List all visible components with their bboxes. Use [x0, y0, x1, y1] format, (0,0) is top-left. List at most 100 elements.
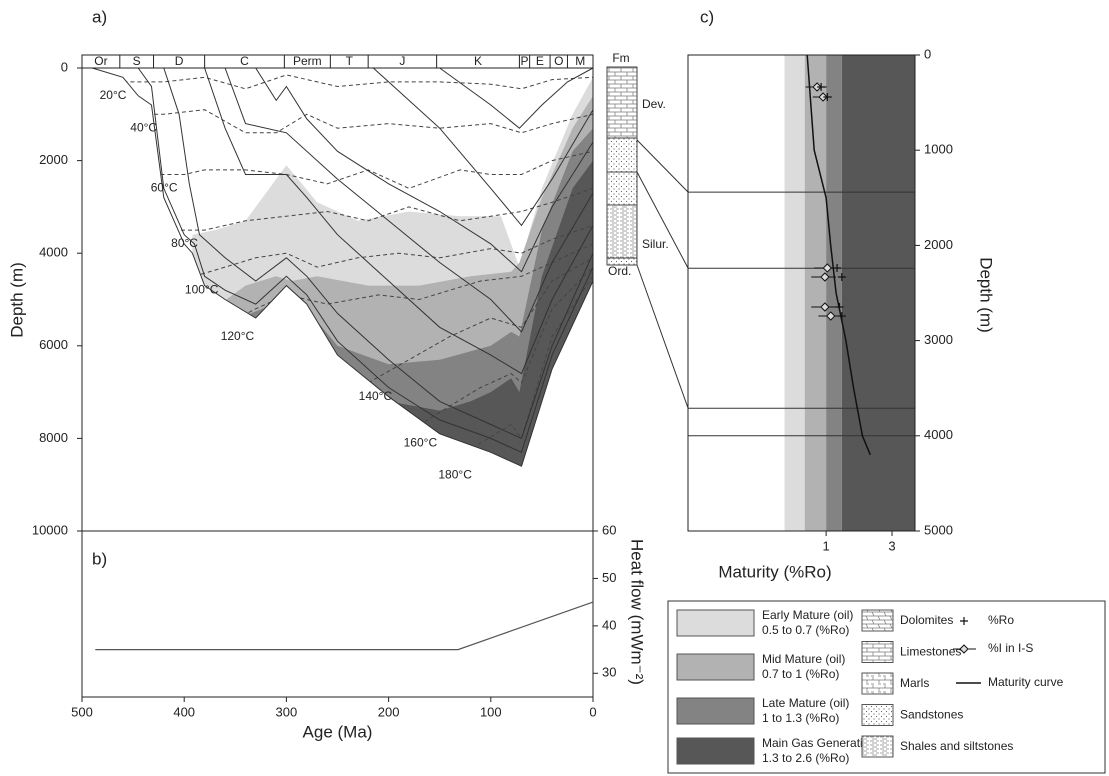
y-tick-label: 4000 — [39, 245, 68, 260]
isotherm-label: 60°C — [151, 181, 178, 195]
column-unit: Silur. — [642, 237, 669, 251]
legend-label: %I in I-S — [988, 641, 1033, 655]
strat-column: Fm Dev. Silur. Ord. — [606, 51, 689, 409]
x-tick-label: 1 — [823, 538, 830, 553]
illite-marker — [820, 272, 830, 282]
legend-lithology: Limestones — [900, 645, 961, 659]
maturity-band — [841, 55, 915, 531]
y-tick-label: 8000 — [39, 430, 68, 445]
frame — [687, 54, 916, 532]
panel-label: a) — [92, 7, 107, 26]
x-tick-label: 0 — [589, 704, 596, 719]
horizon — [224, 67, 594, 333]
y-tick-label: 50 — [602, 570, 616, 585]
legend-zone-title: Mid Mature (oil) — [762, 652, 845, 666]
legend-swatch — [676, 697, 755, 725]
column-shale — [606, 204, 638, 259]
x-axis-title: Age (Ma) — [303, 722, 373, 741]
horizon — [163, 67, 594, 440]
legend-lithology-swatch — [861, 609, 894, 632]
y-tick-label: 40 — [602, 617, 616, 632]
period-label: P — [521, 54, 529, 68]
isotherm — [194, 224, 593, 277]
y-tick-label: 6000 — [39, 337, 68, 352]
ro-marker — [837, 312, 846, 321]
connector — [636, 171, 689, 269]
y-tick-label: 10000 — [32, 522, 68, 537]
x-tick-label: 300 — [276, 704, 298, 719]
y-tick-label: 60 — [602, 522, 616, 537]
period-label: M — [575, 54, 585, 68]
legend-lithology: Dolomites — [900, 613, 953, 627]
horizon — [137, 67, 594, 453]
x-tick-label: 100 — [480, 704, 502, 719]
y-axis-title: Depth (m) — [7, 262, 26, 338]
y-tick-label: 5000 — [924, 522, 953, 537]
ro-marker — [837, 273, 846, 282]
legend-lithology-swatch — [861, 672, 894, 695]
period-label: K — [474, 54, 482, 68]
maturity-curve — [806, 54, 871, 456]
legend-ro-marker — [960, 617, 968, 625]
panel-label: b) — [92, 549, 107, 568]
ro-marker — [833, 263, 842, 272]
horizon — [204, 67, 594, 375]
y-tick-label: 0 — [924, 46, 931, 61]
legend-zone-range: 0.5 to 0.7 (%Ro) — [762, 623, 849, 637]
period-label: Perm — [293, 54, 322, 68]
isotherm-label: 100°C — [185, 283, 219, 297]
connector — [636, 139, 689, 193]
illite-marker — [818, 92, 828, 102]
legend-zone-title: Late Mature (oil) — [762, 696, 849, 710]
y-tick-label: 3000 — [924, 332, 953, 347]
ro-marker — [835, 302, 844, 311]
legend-lithology: Sandstones — [900, 708, 963, 722]
isotherm — [174, 187, 593, 231]
period-label: S — [133, 54, 141, 68]
legend-swatch — [676, 653, 755, 681]
ro-marker — [817, 82, 826, 91]
isotherm — [367, 257, 593, 384]
legend-zone-range: 0.7 to 1 (%Ro) — [762, 667, 839, 681]
illite-marker — [822, 263, 833, 273]
x-tick-label: 3 — [888, 538, 895, 553]
legend-zone-range: 1 to 1.3 (%Ro) — [762, 711, 839, 725]
column-header: Fm — [612, 51, 629, 65]
legend-label: Maturity curve — [988, 675, 1064, 689]
legend-lithology-swatch — [861, 735, 894, 758]
connector — [636, 264, 689, 409]
column-limestone — [606, 66, 638, 139]
column-sandstone — [606, 257, 638, 266]
isotherm-label: 40°C — [130, 120, 157, 134]
legend-illite-marker — [959, 644, 969, 654]
isotherm-label: 80°C — [171, 236, 198, 250]
period-label: D — [175, 54, 184, 68]
legend-lithology-swatch — [861, 704, 894, 726]
y-tick-label: 2000 — [924, 237, 953, 252]
isotherm — [153, 150, 593, 189]
legend-zone-title: Early Mature (oil) — [762, 608, 853, 622]
horizon — [372, 67, 594, 227]
isotherm — [133, 109, 593, 134]
ro-marker — [823, 92, 832, 101]
horizon — [439, 67, 594, 129]
horizon — [255, 67, 594, 273]
x-tick-label: 400 — [173, 704, 195, 719]
column-unit: Ord. — [608, 264, 631, 278]
period-label: O — [554, 54, 563, 68]
frame — [81, 530, 594, 698]
x-tick-label: 200 — [378, 704, 400, 719]
column-unit: Dev. — [642, 97, 666, 111]
heat-flow-line — [95, 601, 594, 651]
isotherm-label: 20°C — [100, 88, 127, 102]
legend-swatch — [676, 609, 755, 637]
illite-marker — [820, 302, 830, 312]
period-label: C — [240, 54, 249, 68]
y-axis-title: Heat flow (mWm⁻²) — [628, 539, 647, 685]
legend-lithology-swatch — [861, 641, 894, 663]
period-label: E — [536, 54, 544, 68]
legend-swatch — [676, 737, 755, 765]
legend-label: %Ro — [988, 613, 1014, 627]
y-tick-label: 2000 — [39, 152, 68, 167]
